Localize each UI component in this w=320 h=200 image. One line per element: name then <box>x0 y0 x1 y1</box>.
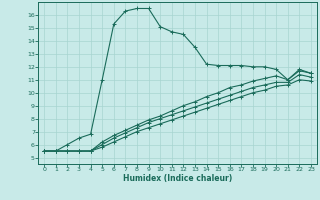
X-axis label: Humidex (Indice chaleur): Humidex (Indice chaleur) <box>123 174 232 183</box>
